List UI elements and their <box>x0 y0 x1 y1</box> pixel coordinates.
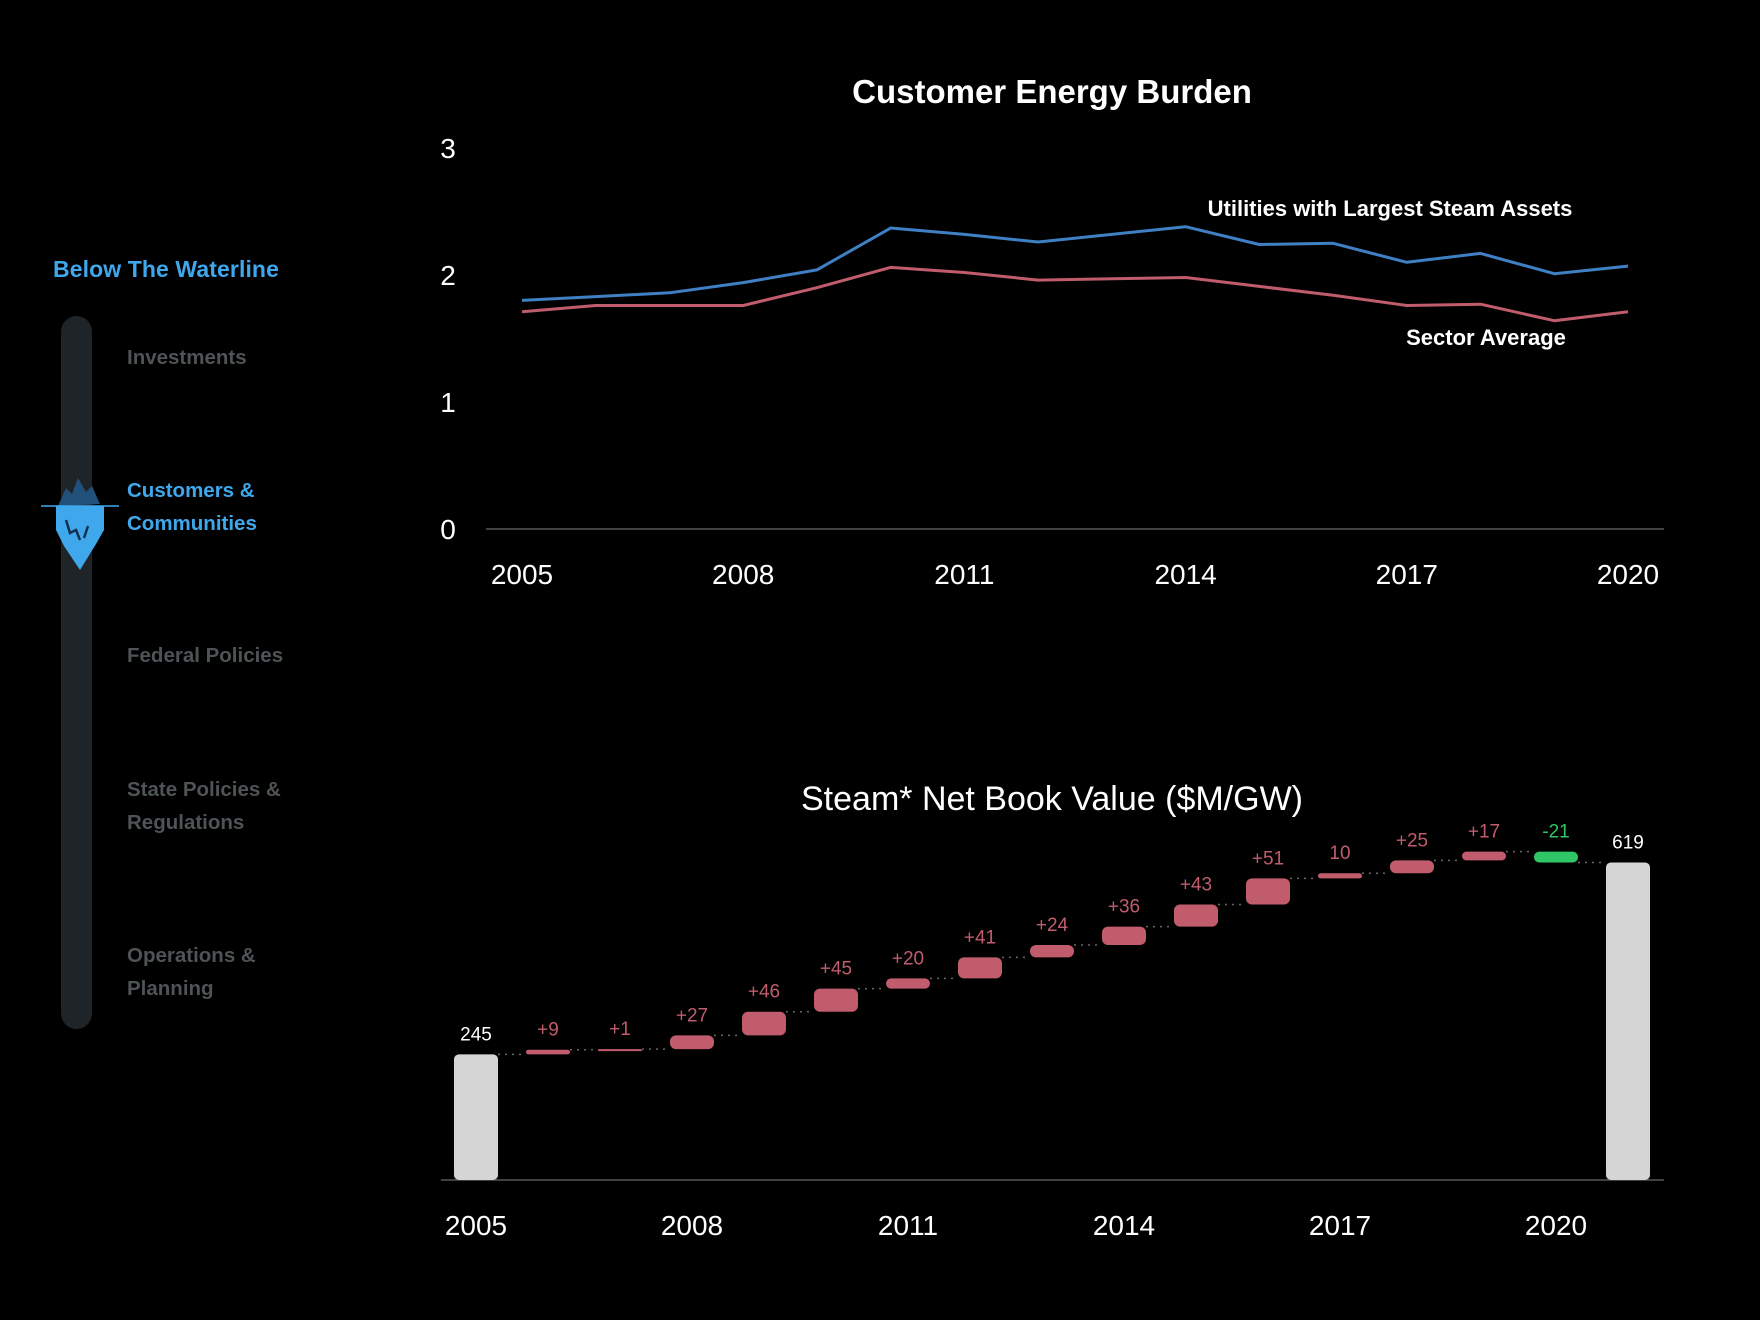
waterfall-bar-delta <box>1390 860 1434 874</box>
nav-item-label-line2: Regulations <box>127 811 245 834</box>
x-tick-label: 2020 <box>1597 559 1659 590</box>
waterfall-label-delta: +24 <box>1036 915 1069 936</box>
waterfall-bar-delta <box>1102 926 1146 946</box>
waterfall-bar-delta <box>814 988 858 1012</box>
waterfall-bar-delta <box>1246 878 1290 905</box>
waterfall-label-delta: +43 <box>1180 875 1212 896</box>
y-tick-label: 2 <box>440 260 456 291</box>
sidebar-title: Below The Waterline <box>53 256 279 282</box>
waterfall-bar-delta <box>1462 851 1506 861</box>
waterfall-label-end: 619 <box>1612 832 1644 853</box>
waterfall-label-delta: +25 <box>1396 830 1428 851</box>
series-label-steam-assets: Utilities with Largest Steam Assets <box>1208 196 1573 221</box>
waterfall-bar-end <box>1606 862 1650 1180</box>
waterfall-x-tick-label: 2005 <box>445 1210 507 1241</box>
waterfall-bar-delta <box>526 1049 570 1055</box>
waterfall-bar-delta <box>886 978 930 989</box>
nav-track[interactable] <box>61 316 92 1029</box>
nav-item-federal-policies[interactable]: Federal Policies <box>127 639 283 672</box>
waterfall-label-delta: +45 <box>820 959 852 980</box>
waterfall-label-delta: -21 <box>1542 822 1569 843</box>
x-tick-label: 2008 <box>712 559 774 590</box>
x-tick-label: 2011 <box>934 559 994 590</box>
nav-item-label: Customers & <box>127 479 255 502</box>
series-line-steam-assets <box>521 225 1629 302</box>
waterfall-x-tick-label: 2020 <box>1525 1210 1587 1241</box>
waterfall-bar-delta <box>958 957 1002 979</box>
waterfall-bar-delta <box>1174 904 1218 927</box>
waterfall-label-delta: +9 <box>537 1020 559 1041</box>
x-tick-label: 2005 <box>491 559 553 590</box>
nav-item-label: Federal Policies <box>127 644 284 667</box>
waterfall-label-delta: +20 <box>892 948 924 969</box>
waterfall-label-delta: +51 <box>1252 848 1284 869</box>
waterfall-bar-delta <box>1318 873 1362 879</box>
nav-item-state-policies[interactable]: State Policies & Regulations <box>127 773 281 839</box>
waterfall-label-delta: +36 <box>1108 897 1140 918</box>
waterfall-x-tick-label: 2008 <box>661 1210 723 1241</box>
waterfall-label-delta: +17 <box>1468 822 1500 843</box>
iceberg-icon[interactable] <box>40 476 120 572</box>
waterfall-label-delta: +41 <box>964 927 996 948</box>
waterfall-label-delta: +1 <box>609 1019 631 1040</box>
y-tick-label: 1 <box>440 387 456 418</box>
waterfall-label-delta: +46 <box>748 982 780 1003</box>
y-tick-label: 3 <box>440 133 456 164</box>
waterfall-x-tick-label: 2017 <box>1309 1210 1371 1241</box>
waterfall-chart-title: Steam* Net Book Value ($M/GW) <box>801 780 1303 818</box>
x-tick-label: 2017 <box>1376 559 1438 590</box>
waterfall-label-delta: 10 <box>1329 843 1350 864</box>
line-chart-title: Customer Energy Burden <box>852 73 1252 110</box>
waterfall-bar-start <box>454 1054 498 1180</box>
waterfall-bar-delta <box>670 1035 714 1050</box>
nav-item-label-line2: Planning <box>127 977 214 1000</box>
waterfall-x-tick-label: 2011 <box>878 1210 938 1241</box>
y-tick-label: 0 <box>440 514 456 545</box>
series-label-sector-average: Sector Average <box>1406 325 1566 350</box>
waterfall-x-tick-label: 2014 <box>1093 1210 1155 1241</box>
x-tick-label: 2014 <box>1154 559 1216 590</box>
nav-item-investments[interactable]: Investments <box>127 341 247 374</box>
waterfall-bar-delta <box>598 1049 642 1052</box>
nav-item-label: Investments <box>127 346 247 369</box>
nav-item-label: State Policies & <box>127 778 281 801</box>
waterfall-bar-delta <box>1030 945 1074 958</box>
waterfall-bar-delta <box>1534 851 1578 863</box>
nav-item-label: Operations & <box>127 944 256 967</box>
waterfall-label-delta: +27 <box>676 1005 708 1026</box>
nav-item-customers-communities[interactable]: Customers & Communities <box>127 474 257 540</box>
waterfall-label-start: 245 <box>460 1024 492 1045</box>
nav-item-operations-planning[interactable]: Operations & Planning <box>127 939 256 1005</box>
nav-item-label-line2: Communities <box>127 512 257 535</box>
waterfall-bar-delta <box>742 1011 786 1036</box>
series-line-sector-average <box>521 265 1629 323</box>
